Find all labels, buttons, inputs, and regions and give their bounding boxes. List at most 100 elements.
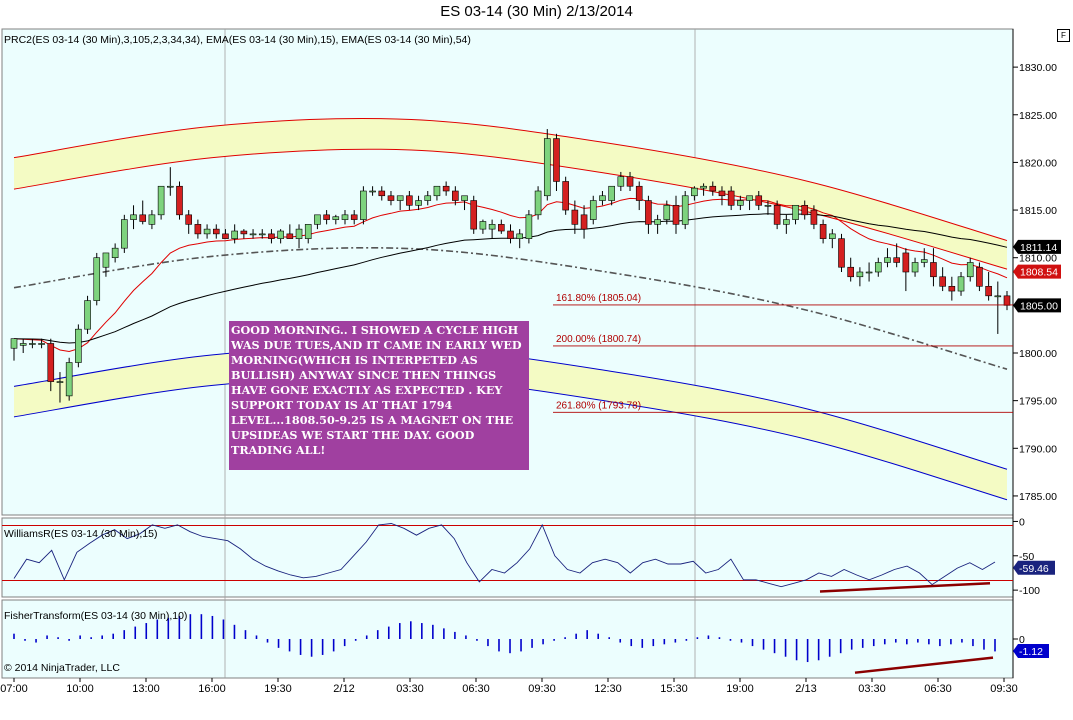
candle-body xyxy=(286,233,294,239)
float-panel-button[interactable]: F xyxy=(1057,29,1070,42)
candle-body xyxy=(415,200,422,206)
candle xyxy=(203,224,211,239)
candle-body xyxy=(378,190,386,197)
candle-body xyxy=(562,181,569,211)
candle xyxy=(562,176,569,215)
candle xyxy=(994,281,1002,334)
candle xyxy=(580,205,588,239)
candle-body xyxy=(709,185,717,192)
candle-body xyxy=(121,219,128,249)
x-tick-label: 12:30 xyxy=(594,683,622,695)
y-tick-label: 1820.00 xyxy=(1019,157,1057,169)
candle xyxy=(378,186,386,201)
candle xyxy=(737,195,744,211)
candle xyxy=(424,191,432,206)
candle xyxy=(130,205,137,230)
williams-divergence-line xyxy=(819,582,991,593)
candle-body xyxy=(737,200,744,206)
candle-body xyxy=(608,185,615,201)
candle xyxy=(681,191,689,230)
candle xyxy=(948,276,956,301)
candle xyxy=(111,243,119,263)
candle xyxy=(700,183,707,196)
candle xyxy=(29,338,36,349)
candle xyxy=(608,185,615,206)
candle xyxy=(360,186,367,225)
fib-level-label: 261.80% (1793.78) xyxy=(556,400,641,411)
price-marker-label: 1808.54 xyxy=(1020,267,1058,279)
candle-body xyxy=(406,195,413,206)
prc-midline xyxy=(13,246,1008,370)
candle xyxy=(38,338,45,349)
candle xyxy=(176,181,183,220)
candle xyxy=(534,186,542,220)
candle-body xyxy=(553,138,560,182)
candle-body xyxy=(838,238,845,268)
candle xyxy=(654,214,661,234)
candle-body xyxy=(884,257,891,263)
candle-body xyxy=(810,209,818,225)
candle-body xyxy=(360,190,367,220)
candle xyxy=(56,372,64,403)
candle xyxy=(543,129,551,201)
candle-body xyxy=(920,259,928,263)
candle-body xyxy=(19,343,27,346)
candle xyxy=(810,205,818,230)
candle-body xyxy=(727,190,735,206)
candle xyxy=(240,229,248,239)
candle xyxy=(19,338,27,353)
candle xyxy=(911,257,919,277)
upper-band-inner-line xyxy=(13,148,1008,270)
candle-body xyxy=(856,271,864,278)
candle-body xyxy=(295,228,303,239)
williams-line xyxy=(13,523,996,588)
candle-body xyxy=(240,230,248,235)
candle-body xyxy=(672,204,680,225)
candle-body xyxy=(277,230,284,239)
candle-body xyxy=(185,214,192,225)
candle xyxy=(571,200,579,234)
candle-body xyxy=(976,266,983,287)
candle-body xyxy=(442,185,450,192)
y-tick-label: 1800.00 xyxy=(1019,348,1057,360)
candle xyxy=(893,243,900,268)
candle xyxy=(792,204,799,225)
candle-body xyxy=(700,185,707,189)
candle xyxy=(65,357,73,401)
candle-body xyxy=(764,204,772,207)
fisher-divergence-line xyxy=(854,656,994,674)
candle-body xyxy=(893,257,900,263)
candle-body xyxy=(911,262,919,273)
candle-body xyxy=(654,219,661,225)
y-tick-label: 0 xyxy=(1019,516,1025,528)
candle xyxy=(479,219,487,234)
candle xyxy=(350,210,358,225)
candle xyxy=(222,229,229,239)
upper-band-outer-line xyxy=(13,117,1008,242)
candle-body xyxy=(249,233,257,236)
upper-band-fill xyxy=(14,118,1007,270)
fisher-value-label: -1.12 xyxy=(1019,646,1043,658)
candle-body xyxy=(194,224,202,235)
candle xyxy=(277,229,284,244)
candle-body xyxy=(268,233,275,239)
candle xyxy=(507,224,514,244)
price-marker-label: 1811.14 xyxy=(1020,242,1057,254)
candle-body xyxy=(93,257,101,301)
candle xyxy=(93,252,101,306)
candle xyxy=(461,195,468,211)
candle xyxy=(819,219,827,244)
candle-body xyxy=(222,233,229,239)
williams-value-label: -59.46 xyxy=(1019,563,1049,575)
panel-bg xyxy=(1,517,1014,598)
candle-body xyxy=(396,195,404,201)
x-tick-label: 06:30 xyxy=(924,683,952,695)
candle-body xyxy=(424,195,432,201)
candle-body xyxy=(635,185,643,201)
panel-bg xyxy=(1,599,1014,679)
candle-body xyxy=(102,252,110,268)
candle-body xyxy=(139,214,147,222)
candle-body xyxy=(773,204,781,225)
candle-body xyxy=(645,200,652,225)
candle xyxy=(966,257,974,282)
